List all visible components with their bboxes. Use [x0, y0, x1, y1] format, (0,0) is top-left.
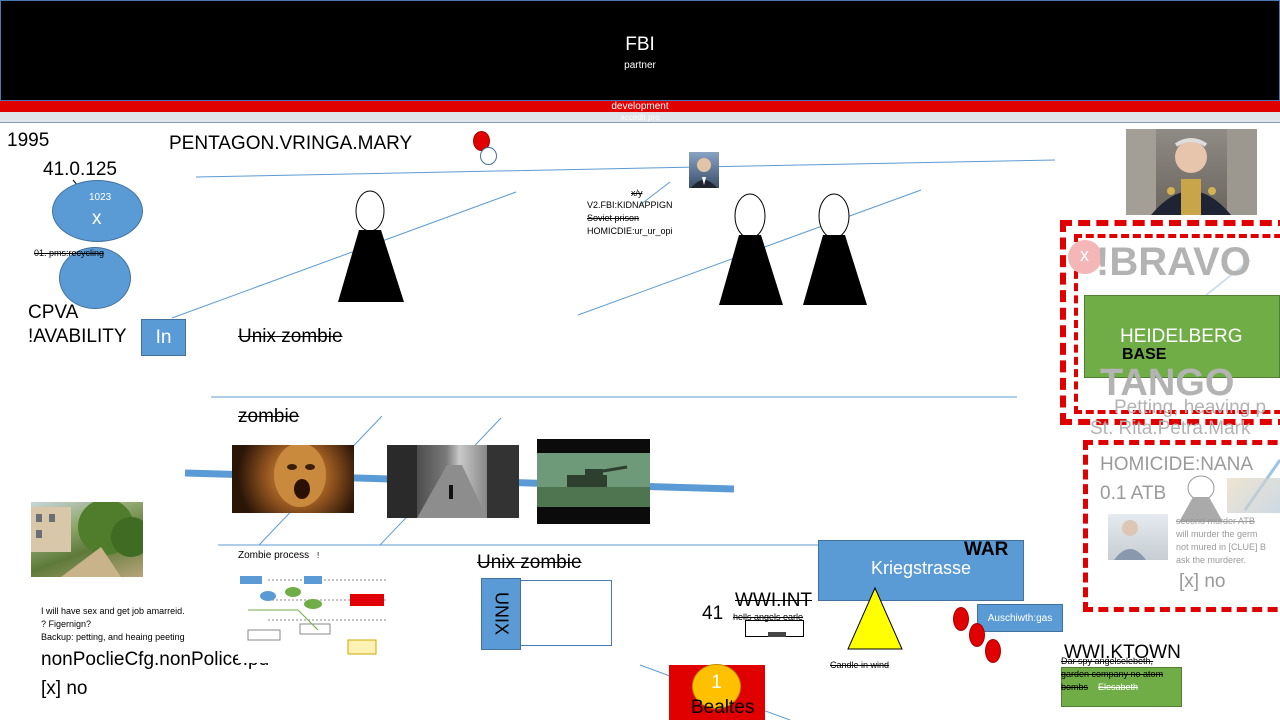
unix-vertical-label: UNIX [491, 592, 512, 636]
zombie-photo-1 [232, 445, 354, 513]
candle-label: Candle in wind [830, 660, 890, 670]
note-line-2: ? Figernign? [41, 619, 92, 629]
wwi-ktown-label: WWI.KTOWN [1064, 642, 1181, 663]
soviet-prison-label: Soviet prison [587, 213, 640, 223]
header-subtitle: partner [624, 60, 656, 71]
petting-label: Petting, heaving p [1114, 397, 1267, 418]
faded-close-circle[interactable] [1068, 240, 1102, 274]
white-dot [480, 147, 497, 165]
heidelberg-label: HEIDELBERG [1120, 326, 1243, 347]
king-portrait [1126, 129, 1257, 215]
grey-bar [0, 112, 1280, 123]
dashed-frame-lower [1083, 440, 1280, 612]
second-murder-3: not mured in [CLUE] B [1176, 542, 1267, 552]
green-text-2: garden company no atom [1061, 669, 1164, 679]
red-drop-1 [953, 607, 969, 631]
cpva-label: CPVA [28, 302, 79, 323]
auschwitz-box[interactable]: Auschiwth:gas [977, 604, 1063, 632]
figure-2-icon [719, 193, 783, 305]
second-murder-1: second murder ATB [1176, 516, 1255, 526]
zombie-photo-2 [387, 445, 519, 518]
circle-number: 1 [711, 672, 722, 693]
hells-angels-box [745, 620, 804, 637]
zombie-process-diagram [238, 570, 398, 663]
homicide-label: HOMICDIE:ur_ur_opi [587, 226, 673, 236]
red-drop-3 [985, 639, 1001, 663]
unix-blue-box[interactable] [481, 578, 521, 650]
blue-ellipse-top[interactable] [52, 180, 143, 242]
avability-label: !AVABILITY [28, 326, 127, 347]
dashed-frame-inner [1074, 234, 1280, 414]
base-label: BASE [1122, 346, 1167, 363]
kidnapping-label: V2.FBI:KIDNAPPIGN [587, 200, 673, 210]
faded-photo-right [1227, 478, 1280, 513]
faded-person-photo [1108, 514, 1168, 560]
tango-label: TANGO [1100, 362, 1235, 404]
blue-ellipse-bottom[interactable] [59, 247, 131, 309]
header-title: FBI [625, 34, 655, 55]
red-drop-2 [969, 623, 985, 647]
unix-white-box [520, 580, 612, 646]
orange-circle [692, 664, 741, 709]
atb-label: 0.1 ATB [1100, 483, 1167, 504]
zombie-photo-3 [537, 439, 650, 524]
faded-close-x: x [1080, 245, 1089, 265]
bealtes-label: Bealtes [691, 697, 755, 718]
pentagon-label: PENTAGON.VRINGA.MARY [169, 133, 413, 154]
kriegstrasse-label: Kriegstrasse [870, 558, 972, 578]
second-murder-4: ask the murderer. [1176, 555, 1247, 565]
green-text-3: bombs [1061, 682, 1089, 692]
grey-bar-label: accedit pro [620, 113, 660, 122]
red-bar-label: development [611, 101, 669, 112]
heidelberg-box[interactable] [1084, 295, 1280, 378]
year-label: 1995 [7, 130, 50, 151]
note-line-1: I will have sex and get job amarreid. [41, 606, 185, 616]
pms-label: 01. pms:recycling [34, 248, 105, 258]
no-checkbox-left[interactable]: [x] no [41, 678, 88, 699]
zombie-label: zombie [238, 406, 300, 427]
figure-3-icon [803, 193, 867, 305]
ellipse-x-mark: x [92, 208, 102, 229]
faded-figure-icon [1179, 475, 1223, 522]
second-murder-2: will murder the germ [1176, 529, 1258, 539]
green-text-4: Elesabeth [1098, 682, 1139, 692]
park-photo [31, 502, 143, 577]
zombie-process-title: Zombie process [238, 550, 310, 561]
rita-label: St. Rita.Petra.Mark [1090, 418, 1251, 439]
green-text-1: Dar spy angelselebeth, [1061, 656, 1154, 666]
zombie-process-mark: ! [317, 551, 320, 560]
in-button[interactable]: In [141, 319, 186, 356]
green-info-box [1061, 667, 1182, 707]
war-label: WAR [964, 539, 1009, 560]
kriegstrasse-box[interactable] [818, 540, 1024, 601]
note-line-3: Backup: petting, and heaing peeting [41, 632, 185, 642]
unix-zombie-label-1: Unix zombie [238, 326, 343, 347]
ip-label: 41.0.125 [43, 159, 117, 180]
bravo-label: !BRAVO [1096, 240, 1251, 284]
no-checkbox-right[interactable]: [x] no [1179, 571, 1226, 592]
config-label: nonPoclieCfg.nonPolice.pu [41, 649, 270, 670]
portrait-small [689, 152, 719, 188]
yellow-triangle-icon [847, 586, 903, 650]
unix-zombie-label-2: Unix zombie [477, 552, 582, 573]
figure-1-icon [338, 190, 404, 302]
header-banner [0, 0, 1280, 101]
ellipse-small-text: 1023 [89, 192, 112, 203]
number-41-label: 41 [702, 603, 724, 624]
homicide-nana-label: HOMICIDE:NANA [1100, 454, 1254, 475]
xy-label: x/y [631, 188, 643, 198]
wwi-int-label: WWI.INT [735, 590, 813, 611]
dashed-frame-outer [1060, 220, 1280, 425]
red-bar [0, 101, 1280, 112]
hells-angels-label: hells angels earle [733, 612, 804, 622]
